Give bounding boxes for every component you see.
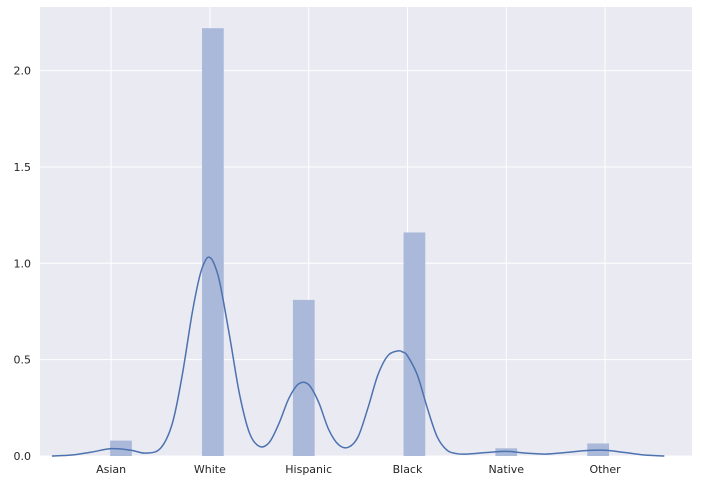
y-tick-label: 0.5 — [14, 354, 32, 367]
histogram-bar — [403, 232, 426, 456]
histogram-bar — [110, 440, 132, 456]
histogram-bar — [292, 299, 315, 456]
kde-curve — [51, 256, 665, 457]
plot-area — [40, 7, 692, 456]
y-axis-ticks: 0.0 0.5 1.0 1.5 2.0 — [14, 65, 32, 463]
x-tick-label: Other — [589, 463, 621, 476]
histogram-bar — [202, 28, 224, 457]
histogram-bar — [495, 448, 518, 456]
x-axis-ticks: Asian White Hispanic Black Native Other — [96, 463, 621, 476]
bars — [110, 28, 610, 457]
x-tick-label: Native — [488, 463, 524, 476]
y-tick-label: 0.0 — [14, 450, 32, 463]
y-tick-label: 1.5 — [14, 161, 32, 174]
x-tick-label: Asian — [96, 463, 126, 476]
y-tick-label: 1.0 — [14, 257, 32, 270]
x-tick-label: Hispanic — [285, 463, 332, 476]
x-tick-label: Black — [393, 463, 423, 476]
y-tick-label: 2.0 — [14, 65, 32, 78]
grid-lines — [40, 7, 692, 457]
x-tick-label: White — [194, 463, 226, 476]
